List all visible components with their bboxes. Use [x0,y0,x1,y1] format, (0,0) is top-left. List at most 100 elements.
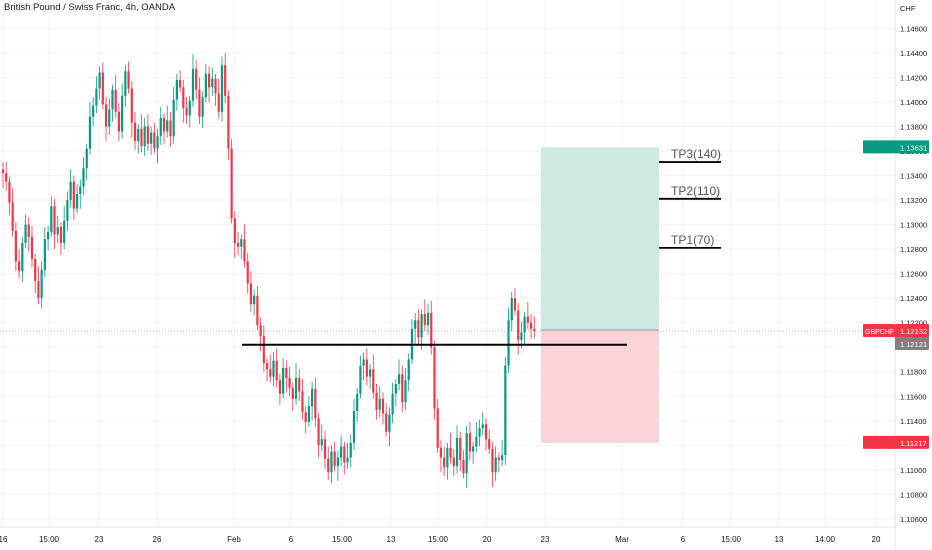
candle-body [272,360,275,377]
candle-body [301,391,304,413]
candle-body [343,446,346,463]
candle-body [520,332,523,340]
position-zones [541,147,659,443]
candle-body [269,369,272,377]
candle-body [397,374,401,384]
candle-body [204,73,207,98]
candle-body [501,455,504,461]
candle-body [307,406,310,422]
candle-body [18,261,21,272]
symbol-text: GBPCHF [865,329,894,336]
candle-body [446,447,449,468]
candle-body [246,261,249,284]
time-tick-label: 15:00 [332,535,353,544]
price-badges: 1.13631GBPCHF1.1213203:05:181.121211.112… [863,140,929,449]
candle-body [488,439,491,449]
time-axis[interactable]: 16 15:00 23 26 Feb 6 15:00 13 15:00 20 23 Mar 6 15:00… [0,526,895,544]
price-tick-label: 1.11000 [900,466,927,475]
price-tick-label: 1.13200 [900,196,927,205]
time-tick-label: 20 [483,535,492,544]
candle-body [282,368,285,394]
candle-body [346,457,349,463]
price-axis[interactable]: 1.14600 1.14400 1.14200 1.14000 1.13800 1.136… [894,0,927,550]
candle-body [352,410,356,443]
candle-body [491,448,494,473]
candle-body [95,88,98,106]
candle-body [82,168,85,187]
candle-body [388,414,391,432]
time-tick-label: 15:00 [721,535,742,544]
candle-body [465,433,468,474]
time-tick-label: 23 [541,535,550,544]
candle-body [423,314,426,326]
candle-body [529,322,533,329]
candle-body [391,393,394,415]
candle-body [472,446,475,452]
time-tick-label: 6 [289,535,294,544]
candle-body [21,242,24,272]
candle-body [24,224,27,243]
symbol-badge [863,324,895,338]
candle-body [407,359,410,381]
candle-body [533,328,536,332]
candle-body [291,387,294,399]
candle-body [430,312,433,348]
price-tick-label: 1.13400 [900,172,927,181]
candle-body [146,126,149,144]
candle-body [63,220,66,243]
candle-body [14,230,17,262]
candle-body [504,365,507,456]
candle-body [88,116,92,149]
price-tick-label: 1.12200 [900,319,927,328]
candle-body [375,392,378,410]
candle-body [494,457,497,473]
candle-body [349,442,352,458]
target-zone [541,147,659,331]
candle-body [362,359,365,366]
candle-body [50,206,53,232]
time-tick-label: 23 [95,535,104,544]
candle-body [201,97,204,117]
candle-body [75,193,79,209]
candle-body [40,269,43,299]
candle-body [117,111,121,132]
candle-series [1,52,536,489]
candle-body [333,451,336,467]
candle-body [169,120,172,137]
time-tick-label: Feb [227,535,241,544]
price-tick-label: 1.12600 [900,270,927,279]
price-tick-label: 1.10600 [900,515,927,524]
stop-zone [541,330,659,443]
candle-body [523,316,526,333]
candle-body [340,446,343,458]
candle-body [72,181,75,209]
time-tick-label: 15:00 [39,535,60,544]
candle-body [323,439,327,459]
candle-body [30,236,34,259]
candle-body [59,227,63,243]
candle-body [85,148,88,169]
candle-body [140,128,143,147]
candle-body [330,451,333,473]
candle-body [484,424,488,440]
candle-body [259,325,262,337]
candle-body [11,202,14,231]
candle-body [121,95,124,132]
candle-body [159,117,162,137]
price-tick-label: 1.11600 [900,392,927,401]
candle-body [288,377,291,388]
candle-body [162,117,166,132]
candle-body [156,136,159,149]
candle-body [34,258,37,281]
candle-body [108,109,111,127]
candle-body [198,89,201,117]
price-tick-label: 1.10800 [900,490,927,499]
stop-price-badge [863,435,929,449]
candle-body [217,93,220,112]
time-tick-label: 16 [0,535,8,544]
candle-body [153,132,156,149]
price-tick-label: 1.14400 [900,49,927,58]
candle-body [275,360,278,381]
candle-body [455,437,459,467]
